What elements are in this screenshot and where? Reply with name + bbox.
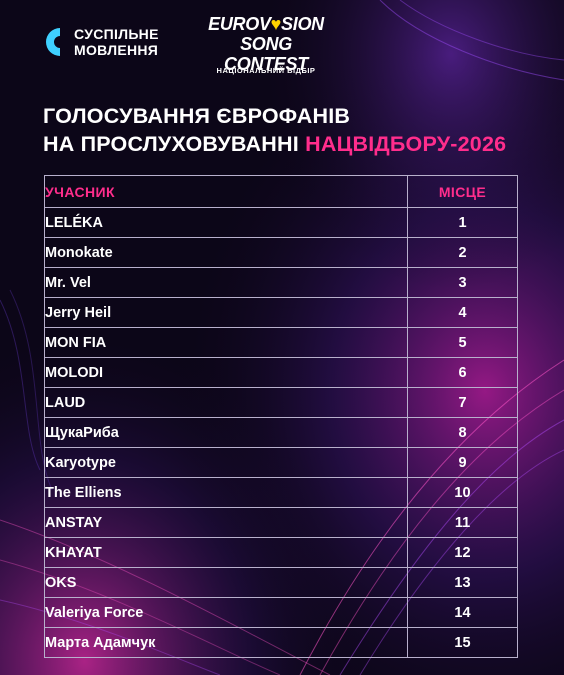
heart-icon: ♥ [270, 14, 282, 34]
table-row: Monokate 2 [44, 237, 518, 268]
participant-place: 2 [407, 237, 518, 268]
participant-place: 14 [407, 597, 518, 628]
participant-name: KHAYAT [44, 537, 408, 568]
national-selection-subtitle: НАЦІОНАЛЬНИЙ ВІДБІР [216, 66, 316, 75]
participant-name: MOLODI [44, 357, 408, 388]
participant-name: Jerry Heil [44, 297, 408, 328]
participant-name: OKS [44, 567, 408, 598]
table-row: The Elliens 10 [44, 477, 518, 508]
table-row: LELÉKA 1 [44, 207, 518, 238]
table-row: Jerry Heil 4 [44, 297, 518, 328]
results-table: УЧАСНИК МІСЦЕ LELÉKA 1 Monokate 2 Mr. Vel 3… [44, 175, 518, 658]
participant-name: Monokate [44, 237, 408, 268]
eurovision-wordmark-end: SION [281, 14, 324, 34]
participant-name: ЩукаРиба [44, 417, 408, 448]
participant-place: 6 [407, 357, 518, 388]
participant-name: LELÉKA [44, 207, 408, 238]
eurovision-logo: EUROV♥SION SONG CONTEST [196, 14, 336, 74]
participant-place: 4 [407, 297, 518, 328]
column-header-place: МІСЦЕ [407, 175, 518, 208]
participant-name: LAUD [44, 387, 408, 418]
suspilne-logo-icon [46, 28, 60, 56]
table-row: MON FIA 5 [44, 327, 518, 358]
column-header-participant: УЧАСНИК [44, 175, 408, 208]
title-accent: НАЦВІДБОРУ-2026 [305, 132, 507, 156]
broadcaster-line2: МОВЛЕННЯ [74, 42, 159, 58]
table-row: OKS 13 [44, 567, 518, 598]
participant-name: Karyotype [44, 447, 408, 478]
table-row: ANSTAY 11 [44, 507, 518, 538]
broadcaster-name: СУСПІЛЬНЕ МОВЛЕННЯ [74, 26, 159, 58]
table-row: LAUD 7 [44, 387, 518, 418]
title-line1: ГОЛОСУВАННЯ ЄВРОФАНІВ [43, 104, 351, 128]
song-contest-wordmark: SONG CONTEST [224, 34, 308, 74]
table-row: Karyotype 9 [44, 447, 518, 478]
participant-name: ANSTAY [44, 507, 408, 538]
participant-name: Mr. Vel [44, 267, 408, 298]
broadcaster-line1: СУСПІЛЬНЕ [74, 26, 159, 42]
participant-place: 15 [407, 627, 518, 658]
participant-name: Valeriya Force [44, 597, 408, 628]
participant-place: 5 [407, 327, 518, 358]
participant-place: 9 [407, 447, 518, 478]
broadcaster-logo: СУСПІЛЬНЕ МОВЛЕННЯ [44, 24, 159, 60]
title-line2: НА ПРОСЛУХОВУВАННІ НАЦВІДБОРУ-2026 [43, 130, 543, 158]
participant-place: 1 [407, 207, 518, 238]
eurovision-wordmark-start: EUROV [208, 14, 271, 34]
table-row: MOLODI 6 [44, 357, 518, 388]
table-row: ЩукаРиба 8 [44, 417, 518, 448]
eurovision-wordmark: EUROV♥SION [196, 14, 336, 34]
table-row: Марта Адамчук 15 [44, 627, 518, 658]
participant-place: 13 [407, 567, 518, 598]
table-row: Mr. Vel 3 [44, 267, 518, 298]
page-title: ГОЛОСУВАННЯ ЄВРОФАНІВ НА ПРОСЛУХОВУВАННІ… [43, 102, 543, 158]
title-line2-text: НА ПРОСЛУХОВУВАННІ [43, 132, 299, 156]
table-row: KHAYAT 12 [44, 537, 518, 568]
participant-place: 11 [407, 507, 518, 538]
participant-place: 7 [407, 387, 518, 418]
table-header-row: УЧАСНИК МІСЦЕ [44, 175, 518, 208]
participant-name: The Elliens [44, 477, 408, 508]
participant-name: Марта Адамчук [44, 627, 408, 658]
table-row: Valeriya Force 14 [44, 597, 518, 628]
participant-place: 3 [407, 267, 518, 298]
participant-place: 10 [407, 477, 518, 508]
participant-name: MON FIA [44, 327, 408, 358]
participant-place: 8 [407, 417, 518, 448]
participant-place: 12 [407, 537, 518, 568]
